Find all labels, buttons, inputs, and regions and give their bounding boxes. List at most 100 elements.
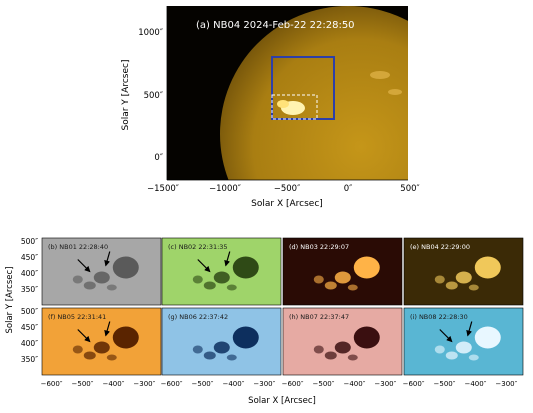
sunspot <box>226 354 237 361</box>
sunspot <box>203 351 216 360</box>
sunspot <box>324 281 337 290</box>
x-axis-label: Solar X [Arcsec] <box>251 199 323 209</box>
y-tick-label: 400″ <box>21 339 38 348</box>
full-disk-image: (a) NB04 2024-Feb-22 22:28:50 <box>167 6 408 180</box>
panel: (i) NB08 22:28:30 <box>403 307 524 376</box>
x-tick-label: −400″ <box>464 380 486 388</box>
sunspot <box>347 354 358 361</box>
panel-label: (h) NB07 22:37:47 <box>289 313 349 321</box>
x-tick-label: −400″ <box>222 380 244 388</box>
panel-label: (f) NB05 22:31:41 <box>48 313 106 321</box>
x-tick-label: −500″ <box>313 380 335 388</box>
sunspot <box>72 275 83 284</box>
y-tick-label: 400″ <box>21 269 38 278</box>
x-tick-label: −600″ <box>403 380 425 388</box>
sunspot <box>455 341 472 354</box>
panel-image <box>403 237 524 306</box>
sunspot <box>192 275 203 284</box>
sunspot <box>347 284 358 291</box>
y-axis: 1000″ 500″ 0″ Solar Y [Arcsec] <box>121 6 168 180</box>
x-tick-label: −300″ <box>495 380 517 388</box>
full-disk-figure: (a) NB04 2024-Feb-22 22:28:50 −1500″ −10… <box>121 6 420 209</box>
panel-image <box>161 237 282 306</box>
x-axis-label: Solar X [Arcsec] <box>248 396 316 406</box>
panel-image <box>282 307 403 376</box>
arrow-icon <box>104 251 111 267</box>
panel-image <box>161 307 282 376</box>
sunspot <box>313 345 324 354</box>
y-tick-label: 500″ <box>144 91 163 101</box>
y-axis-label: Solar Y [Arcsec] <box>121 60 131 131</box>
x-tick-label: −500″ <box>434 380 456 388</box>
y-tick-label: 500″ <box>21 237 38 246</box>
panel-label: (a) NB04 2024-Feb-22 22:28:50 <box>196 20 355 31</box>
sunspot <box>445 281 458 290</box>
x-tick-label: 0″ <box>344 184 353 194</box>
sunspot <box>213 271 230 284</box>
x-tick-label: −600″ <box>161 380 183 388</box>
sunspot <box>93 271 110 284</box>
sunspot <box>232 256 259 279</box>
sunspot <box>106 354 117 361</box>
sunspot <box>83 351 96 360</box>
arrow-icon <box>466 321 473 337</box>
panel: (d) NB03 22:29:07 <box>282 237 403 306</box>
narrowband-grid-figure: (b) NB01 22:28:40 (c) NB02 22:31:35 (d) NB… <box>5 237 524 406</box>
arrow-icon <box>77 259 91 273</box>
sunspot <box>313 275 324 284</box>
panel-label: (b) NB01 22:28:40 <box>48 243 108 251</box>
sunspot <box>474 256 501 279</box>
sunspot <box>455 271 472 284</box>
zoom-box <box>271 94 318 120</box>
arrow-icon <box>197 259 211 273</box>
sunspot <box>112 326 139 349</box>
panel-image <box>41 237 162 306</box>
x-tick-label: −300″ <box>374 380 396 388</box>
x-tick-label: −300″ <box>253 380 275 388</box>
sunspot <box>468 284 479 291</box>
y-tick-label: 500″ <box>21 307 38 316</box>
panel-image <box>41 307 162 376</box>
sunspot <box>232 326 259 349</box>
panel-label: (c) NB02 22:31:35 <box>168 243 228 251</box>
x-tick-label: −1500″ <box>147 184 179 194</box>
sunspot <box>213 341 230 354</box>
sunspot <box>112 256 139 279</box>
arrow-icon <box>439 329 453 343</box>
panel-label: (g) NB06 22:37:42 <box>168 313 228 321</box>
sunspot <box>93 341 110 354</box>
y-axis-label: Solar Y [Arcsec] <box>5 266 15 333</box>
y-tick-label: 450″ <box>21 253 38 262</box>
sunspot <box>334 271 351 284</box>
panel-grid: (b) NB01 22:28:40 (c) NB02 22:31:35 (d) NB… <box>41 237 524 376</box>
x-tick-label: −600″ <box>282 380 304 388</box>
y-axis-grid: 500″ 450″ 400″ 350″ 500″ 450″ 400″ 350″ … <box>5 237 38 364</box>
panel-label: (d) NB03 22:29:07 <box>289 243 349 251</box>
panel: (g) NB06 22:37:42 <box>161 307 282 376</box>
x-axis: −1500″ −1000″ −500″ 0″ 500″ Solar X [Arc… <box>147 179 420 209</box>
sunspot <box>106 284 117 291</box>
x-tick-label: −400″ <box>102 380 124 388</box>
sunspot <box>353 256 380 279</box>
y-tick-label: 350″ <box>21 285 38 294</box>
sunspot <box>203 281 216 290</box>
sunspot <box>226 284 237 291</box>
arrow-icon <box>224 251 231 267</box>
x-tick-label: −1000″ <box>209 184 241 194</box>
arrow-icon <box>77 329 91 343</box>
panel-label: (e) NB04 22:29:00 <box>410 243 470 251</box>
panel: (b) NB01 22:28:40 <box>41 237 162 306</box>
sunspot <box>353 326 380 349</box>
sunspot <box>334 341 351 354</box>
panel-image <box>403 307 524 376</box>
panel-image <box>282 237 403 306</box>
sunspot <box>445 351 458 360</box>
panel: (h) NB07 22:37:47 <box>282 307 403 376</box>
sunspot <box>192 345 203 354</box>
panel: (c) NB02 22:31:35 <box>161 237 282 306</box>
x-tick-label: −300″ <box>133 380 155 388</box>
x-tick-label: −500″ <box>72 380 94 388</box>
x-tick-label: −600″ <box>41 380 63 388</box>
panel: (e) NB04 22:29:00 <box>403 237 524 306</box>
x-tick-label: −500″ <box>192 380 214 388</box>
